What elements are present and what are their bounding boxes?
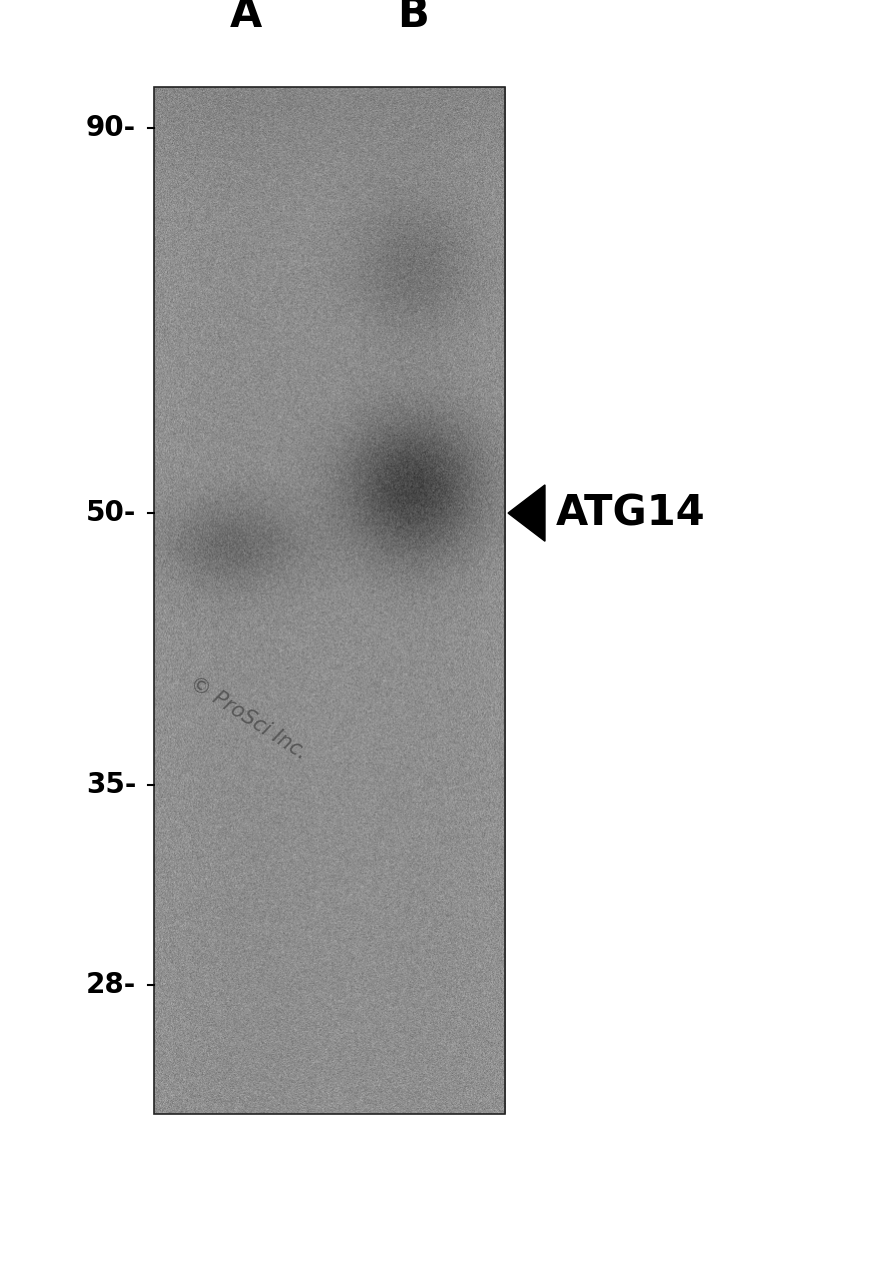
Polygon shape [507, 485, 544, 541]
Bar [154, 87, 505, 1114]
Text: 35-: 35- [86, 771, 136, 799]
Text: A: A [230, 0, 262, 36]
Text: 90-: 90- [86, 114, 136, 142]
Text: ATG14: ATG14 [555, 492, 704, 534]
Text: 50-: 50- [86, 499, 136, 527]
Text: 28-: 28- [86, 972, 136, 1000]
Text: © ProSci Inc.: © ProSci Inc. [186, 673, 311, 764]
Text: B: B [397, 0, 428, 36]
